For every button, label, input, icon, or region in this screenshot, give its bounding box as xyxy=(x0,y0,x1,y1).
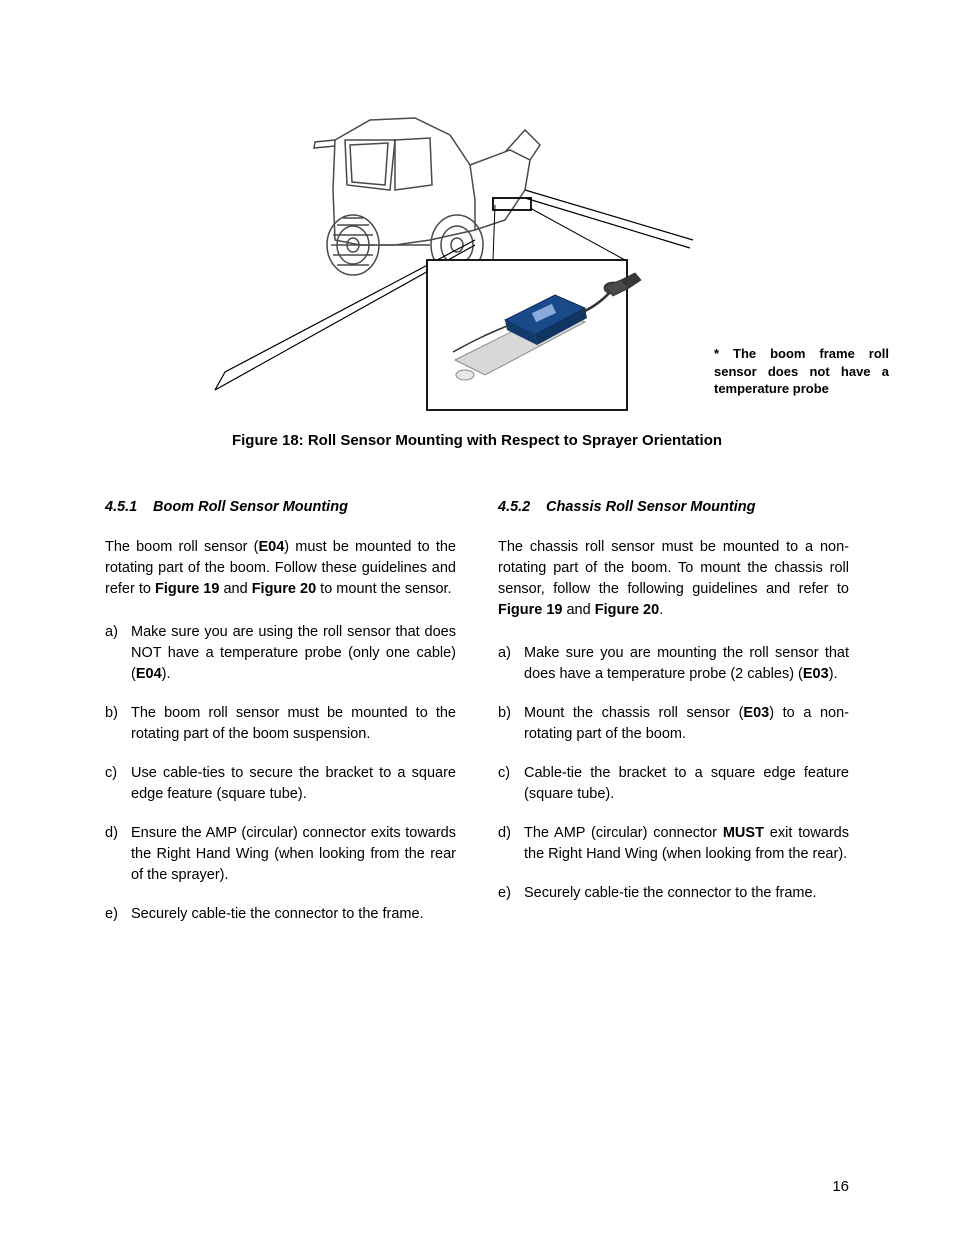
list-item: c)Use cable-ties to secure the bracket t… xyxy=(105,763,456,805)
list-body: Securely cable-tie the connector to the … xyxy=(524,883,849,904)
list-body: Make sure you are mounting the roll sens… xyxy=(524,643,849,685)
content-columns: 4.5.1Boom Roll Sensor Mounting The boom … xyxy=(105,499,849,943)
sprayer-diagram xyxy=(135,90,695,420)
list-item: e)Securely cable-tie the connector to th… xyxy=(498,883,849,904)
list-item: a)Make sure you are mounting the roll se… xyxy=(498,643,849,685)
list-item: a)Make sure you are using the roll senso… xyxy=(105,622,456,685)
list-letter: d) xyxy=(105,823,131,886)
list-letter: d) xyxy=(498,823,524,865)
bold-code: MUST xyxy=(723,825,764,841)
figure-callout-note: * The boom frame roll sensor does not ha… xyxy=(714,345,889,398)
right-heading-text: Chassis Roll Sensor Mounting xyxy=(546,499,755,515)
right-heading: 4.5.2Chassis Roll Sensor Mounting xyxy=(498,499,849,515)
list-body: Securely cable-tie the connector to the … xyxy=(131,904,456,925)
list-letter: c) xyxy=(498,763,524,805)
right-intro: The chassis roll sensor must be mounted … xyxy=(498,537,849,621)
bold-code: E03 xyxy=(803,666,829,682)
page-number: 16 xyxy=(832,1178,849,1195)
right-list: a)Make sure you are mounting the roll se… xyxy=(498,643,849,904)
code-e04: E04 xyxy=(258,539,284,555)
fig19-ref: Figure 19 xyxy=(155,581,219,597)
list-letter: a) xyxy=(105,622,131,685)
list-item: b)The boom roll sensor must be mounted t… xyxy=(105,703,456,745)
list-body: Ensure the AMP (circular) connector exit… xyxy=(131,823,456,886)
list-letter: e) xyxy=(105,904,131,925)
list-letter: a) xyxy=(498,643,524,685)
left-list: a)Make sure you are using the roll senso… xyxy=(105,622,456,925)
list-body: Make sure you are using the roll sensor … xyxy=(131,622,456,685)
list-body: Cable-tie the bracket to a square edge f… xyxy=(524,763,849,805)
right-heading-num: 4.5.2 xyxy=(498,499,546,515)
list-body: The boom roll sensor must be mounted to … xyxy=(131,703,456,745)
left-intro: The boom roll sensor (E04) must be mount… xyxy=(105,537,456,600)
list-item: e)Securely cable-tie the connector to th… xyxy=(105,904,456,925)
list-body: Mount the chassis roll sensor (E03) to a… xyxy=(524,703,849,745)
list-item: d)The AMP (circular) connector MUST exit… xyxy=(498,823,849,865)
list-letter: b) xyxy=(498,703,524,745)
figure-caption: Figure 18: Roll Sensor Mounting with Res… xyxy=(105,432,849,449)
list-letter: c) xyxy=(105,763,131,805)
left-column: 4.5.1Boom Roll Sensor Mounting The boom … xyxy=(105,499,456,943)
list-item: b)Mount the chassis roll sensor (E03) to… xyxy=(498,703,849,745)
figure-area: * The boom frame roll sensor does not ha… xyxy=(105,90,849,420)
list-body: Use cable-ties to secure the bracket to … xyxy=(131,763,456,805)
fig19-ref-r: Figure 19 xyxy=(498,602,562,618)
left-heading: 4.5.1Boom Roll Sensor Mounting xyxy=(105,499,456,515)
left-heading-num: 4.5.1 xyxy=(105,499,153,515)
bold-code: E04 xyxy=(136,666,162,682)
list-item: c)Cable-tie the bracket to a square edge… xyxy=(498,763,849,805)
right-column: 4.5.2Chassis Roll Sensor Mounting The ch… xyxy=(498,499,849,943)
fig20-ref: Figure 20 xyxy=(252,581,316,597)
list-letter: e) xyxy=(498,883,524,904)
list-letter: b) xyxy=(105,703,131,745)
fig20-ref-r: Figure 20 xyxy=(595,602,659,618)
list-item: d)Ensure the AMP (circular) connector ex… xyxy=(105,823,456,886)
list-body: The AMP (circular) connector MUST exit t… xyxy=(524,823,849,865)
left-heading-text: Boom Roll Sensor Mounting xyxy=(153,499,348,515)
bold-code: E03 xyxy=(743,705,769,721)
